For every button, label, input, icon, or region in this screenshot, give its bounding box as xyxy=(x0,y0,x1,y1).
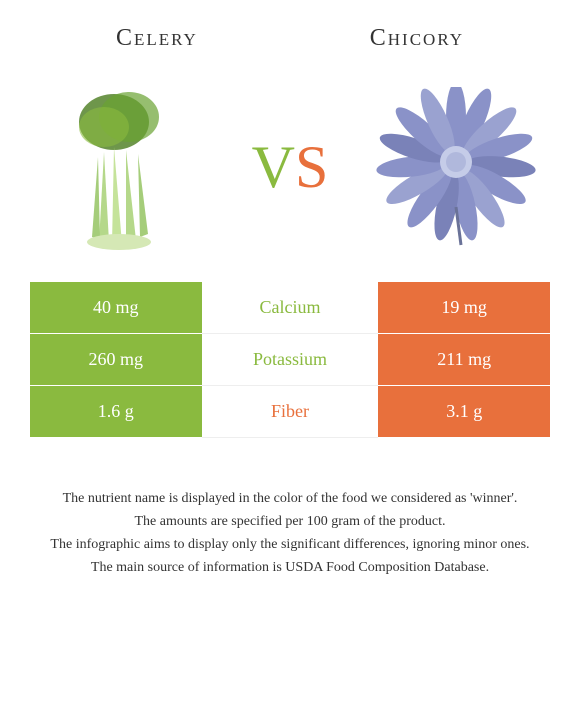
table-row: 260 mg Potassium 211 mg xyxy=(30,334,550,386)
left-value-cell: 260 mg xyxy=(30,334,202,386)
images-row: VS xyxy=(10,62,570,282)
celery-image xyxy=(44,82,204,252)
vs-v-letter: V xyxy=(252,133,295,202)
right-food-title: Chicory xyxy=(370,25,464,52)
footer-line-1: The nutrient name is displayed in the co… xyxy=(40,488,540,509)
footer-notes: The nutrient name is displayed in the co… xyxy=(10,438,570,600)
nutrient-name-cell: Fiber xyxy=(202,386,379,438)
vs-s-letter: S xyxy=(295,133,328,202)
nutrient-name-cell: Calcium xyxy=(202,282,379,334)
footer-line-2: The amounts are specified per 100 gram o… xyxy=(40,511,540,532)
celery-icon xyxy=(54,82,194,252)
chicory-icon xyxy=(376,87,536,247)
right-value-cell: 19 mg xyxy=(378,282,550,334)
left-food-title: Celery xyxy=(116,25,198,52)
header-row: Celery Chicory xyxy=(10,10,570,62)
chicory-image xyxy=(376,82,536,252)
left-value-cell: 40 mg xyxy=(30,282,202,334)
footer-line-4: The main source of information is USDA F… xyxy=(40,557,540,578)
right-value-cell: 211 mg xyxy=(378,334,550,386)
right-value-cell: 3.1 g xyxy=(378,386,550,438)
vs-label: VS xyxy=(252,133,329,202)
nutrient-table: 40 mg Calcium 19 mg 260 mg Potassium 211… xyxy=(30,282,550,438)
left-value-cell: 1.6 g xyxy=(30,386,202,438)
table-row: 1.6 g Fiber 3.1 g xyxy=(30,386,550,438)
footer-line-3: The infographic aims to display only the… xyxy=(40,534,540,555)
table-row: 40 mg Calcium 19 mg xyxy=(30,282,550,334)
nutrient-name-cell: Potassium xyxy=(202,334,379,386)
